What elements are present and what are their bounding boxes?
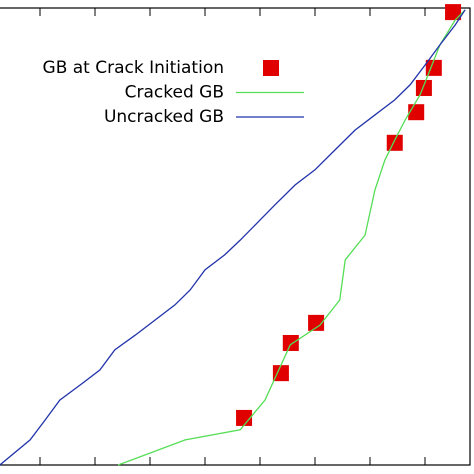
marker (386, 134, 403, 151)
marker (308, 314, 325, 331)
series-line (117, 9, 466, 466)
series-line (0, 9, 466, 466)
plot-frame (0, 7, 471, 466)
marker (408, 104, 425, 121)
legend-label: Uncracked GB (104, 107, 224, 127)
legend-label: GB at Crack Initiation (43, 58, 224, 78)
marker (445, 4, 462, 21)
marker (272, 365, 289, 382)
legend-marker (263, 60, 279, 76)
marker (236, 409, 253, 426)
marker (415, 79, 432, 96)
marker (282, 334, 299, 351)
legend-label: Cracked GB (125, 83, 224, 103)
